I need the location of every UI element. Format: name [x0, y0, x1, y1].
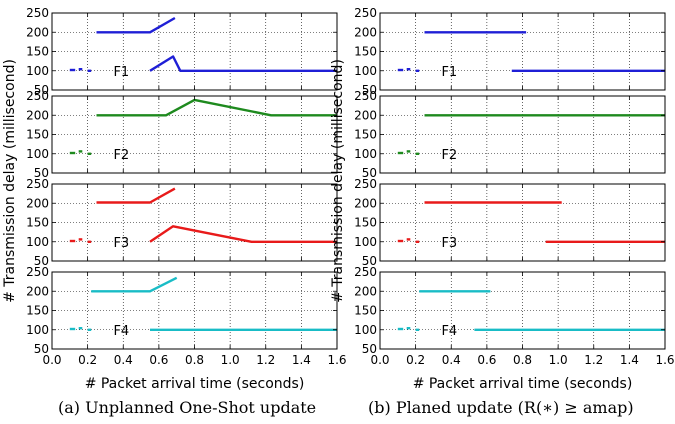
y-tick-label: 250 — [354, 177, 377, 191]
y-tick-label: 50 — [362, 254, 377, 268]
y-axis-label: # Transmission delay (millisecond) — [2, 59, 18, 303]
panel-frame — [379, 12, 666, 91]
y-tick-label: 150 — [26, 128, 49, 142]
x-tick-label: 1.4 — [620, 353, 639, 367]
series-line — [96, 16, 176, 34]
panel-frame — [51, 183, 338, 262]
y-tick-label: 250 — [26, 177, 49, 191]
flow-label: F1 — [113, 65, 129, 80]
flow-label: F4 — [113, 324, 129, 339]
y-tick-label: 100 — [26, 64, 49, 78]
y-tick-label: 150 — [26, 216, 49, 230]
panel-frame — [379, 95, 666, 174]
x-tick-label: 0.2 — [78, 353, 97, 367]
panel-frame — [51, 12, 338, 91]
x-tick-label: 1.2 — [256, 353, 275, 367]
y-tick-label: 50 — [362, 342, 377, 356]
x-axis-label: # Packet arrival time (seconds) — [85, 376, 305, 392]
x-tick-label: 1.6 — [327, 353, 346, 367]
panel-frame — [379, 271, 666, 350]
chart-a: F1 50 100 150 200 250 F2 50 100 150 200 250 F3 50 100 1… — [2, 6, 347, 392]
flow-label: F3 — [113, 236, 129, 251]
y-tick-label: 100 — [26, 147, 49, 161]
x-tick-label: 1.6 — [655, 353, 674, 367]
y-tick-label: 50 — [362, 166, 377, 180]
y-tick-label: 50 — [34, 254, 49, 268]
flow-label: F2 — [113, 148, 129, 163]
y-tick-label: 150 — [354, 304, 377, 318]
y-tick-label: 250 — [26, 6, 49, 20]
panel-frame — [51, 95, 338, 174]
panel-f1: F1 50 100 150 200 250 — [26, 6, 338, 97]
y-tick-label: 200 — [354, 108, 377, 122]
x-tick-label: 0.4 — [114, 353, 133, 367]
chart-b: F1 50 100 150 200 250 F2 50 100 150 200 250 F3 50 100 1… — [330, 6, 675, 392]
y-tick-label: 200 — [26, 196, 49, 210]
y-tick-label: 150 — [354, 45, 377, 59]
series-line — [149, 225, 337, 244]
flow-label: F4 — [441, 324, 457, 339]
y-tick-label: 200 — [26, 108, 49, 122]
x-tick-label: 1.0 — [221, 353, 240, 367]
panel-f4: F4 50 100 150 200 250 — [354, 265, 666, 356]
series-line — [91, 276, 178, 293]
panel-f3: F3 50 100 150 200 250 — [26, 177, 338, 268]
panel-frame — [379, 183, 666, 262]
x-tick-label: 0.6 — [477, 353, 496, 367]
x-tick-label: 0.8 — [513, 353, 532, 367]
y-tick-label: 150 — [26, 45, 49, 59]
y-tick-label: 200 — [26, 284, 49, 298]
y-tick-label: 100 — [26, 323, 49, 337]
y-tick-label: 50 — [34, 166, 49, 180]
panel-f2: F2 50 100 150 200 250 — [354, 89, 666, 180]
x-tick-label: 0.6 — [149, 353, 168, 367]
y-tick-label: 250 — [26, 89, 49, 103]
y-tick-label: 200 — [26, 25, 49, 39]
series-line — [96, 187, 176, 204]
y-tick-label: 150 — [354, 216, 377, 230]
x-tick-label: 0.0 — [42, 353, 61, 367]
panel-f1: F1 50 100 150 200 250 — [354, 6, 666, 97]
x-tick-label: 1.2 — [584, 353, 603, 367]
panel-f2: F2 50 100 150 200 250 — [26, 89, 338, 180]
y-tick-label: 50 — [362, 83, 377, 97]
x-tick-label: 0.8 — [185, 353, 204, 367]
x-axis-label: # Packet arrival time (seconds) — [413, 376, 633, 392]
y-tick-label: 200 — [354, 284, 377, 298]
x-tick-label: 0.4 — [442, 353, 461, 367]
y-tick-label: 150 — [26, 304, 49, 318]
y-axis-label: # Transmission delay (millisecond) — [330, 59, 346, 303]
y-tick-label: 100 — [354, 64, 377, 78]
y-tick-label: 200 — [354, 196, 377, 210]
x-tick-label: 0.2 — [406, 353, 425, 367]
y-tick-label: 100 — [354, 323, 377, 337]
y-tick-label: 250 — [354, 89, 377, 103]
x-tick-label: 1.4 — [292, 353, 311, 367]
caption-b: (b) Planed update (R(∗) ≥ amap) — [368, 398, 634, 417]
y-tick-label: 100 — [26, 235, 49, 249]
flow-label: F1 — [441, 65, 457, 80]
series-line — [96, 98, 337, 117]
panel-f4: F4 50 100 150 200 250 — [26, 265, 338, 356]
y-tick-label: 250 — [354, 265, 377, 279]
x-tick-label: 0.0 — [370, 353, 389, 367]
panel-f3: F3 50 100 150 200 250 — [354, 177, 666, 268]
y-tick-label: 250 — [26, 265, 49, 279]
y-tick-label: 200 — [354, 25, 377, 39]
y-tick-label: 50 — [34, 83, 49, 97]
series-line — [149, 55, 337, 73]
y-tick-label: 100 — [354, 147, 377, 161]
y-tick-label: 100 — [354, 235, 377, 249]
flow-label: F2 — [441, 148, 457, 163]
y-tick-label: 50 — [34, 342, 49, 356]
x-tick-label: 1.0 — [549, 353, 568, 367]
panel-frame — [51, 271, 338, 350]
y-tick-label: 250 — [354, 6, 377, 20]
y-tick-label: 150 — [354, 128, 377, 142]
caption-a: (a) Unplanned One-Shot update — [58, 398, 317, 417]
flow-label: F3 — [441, 236, 457, 251]
